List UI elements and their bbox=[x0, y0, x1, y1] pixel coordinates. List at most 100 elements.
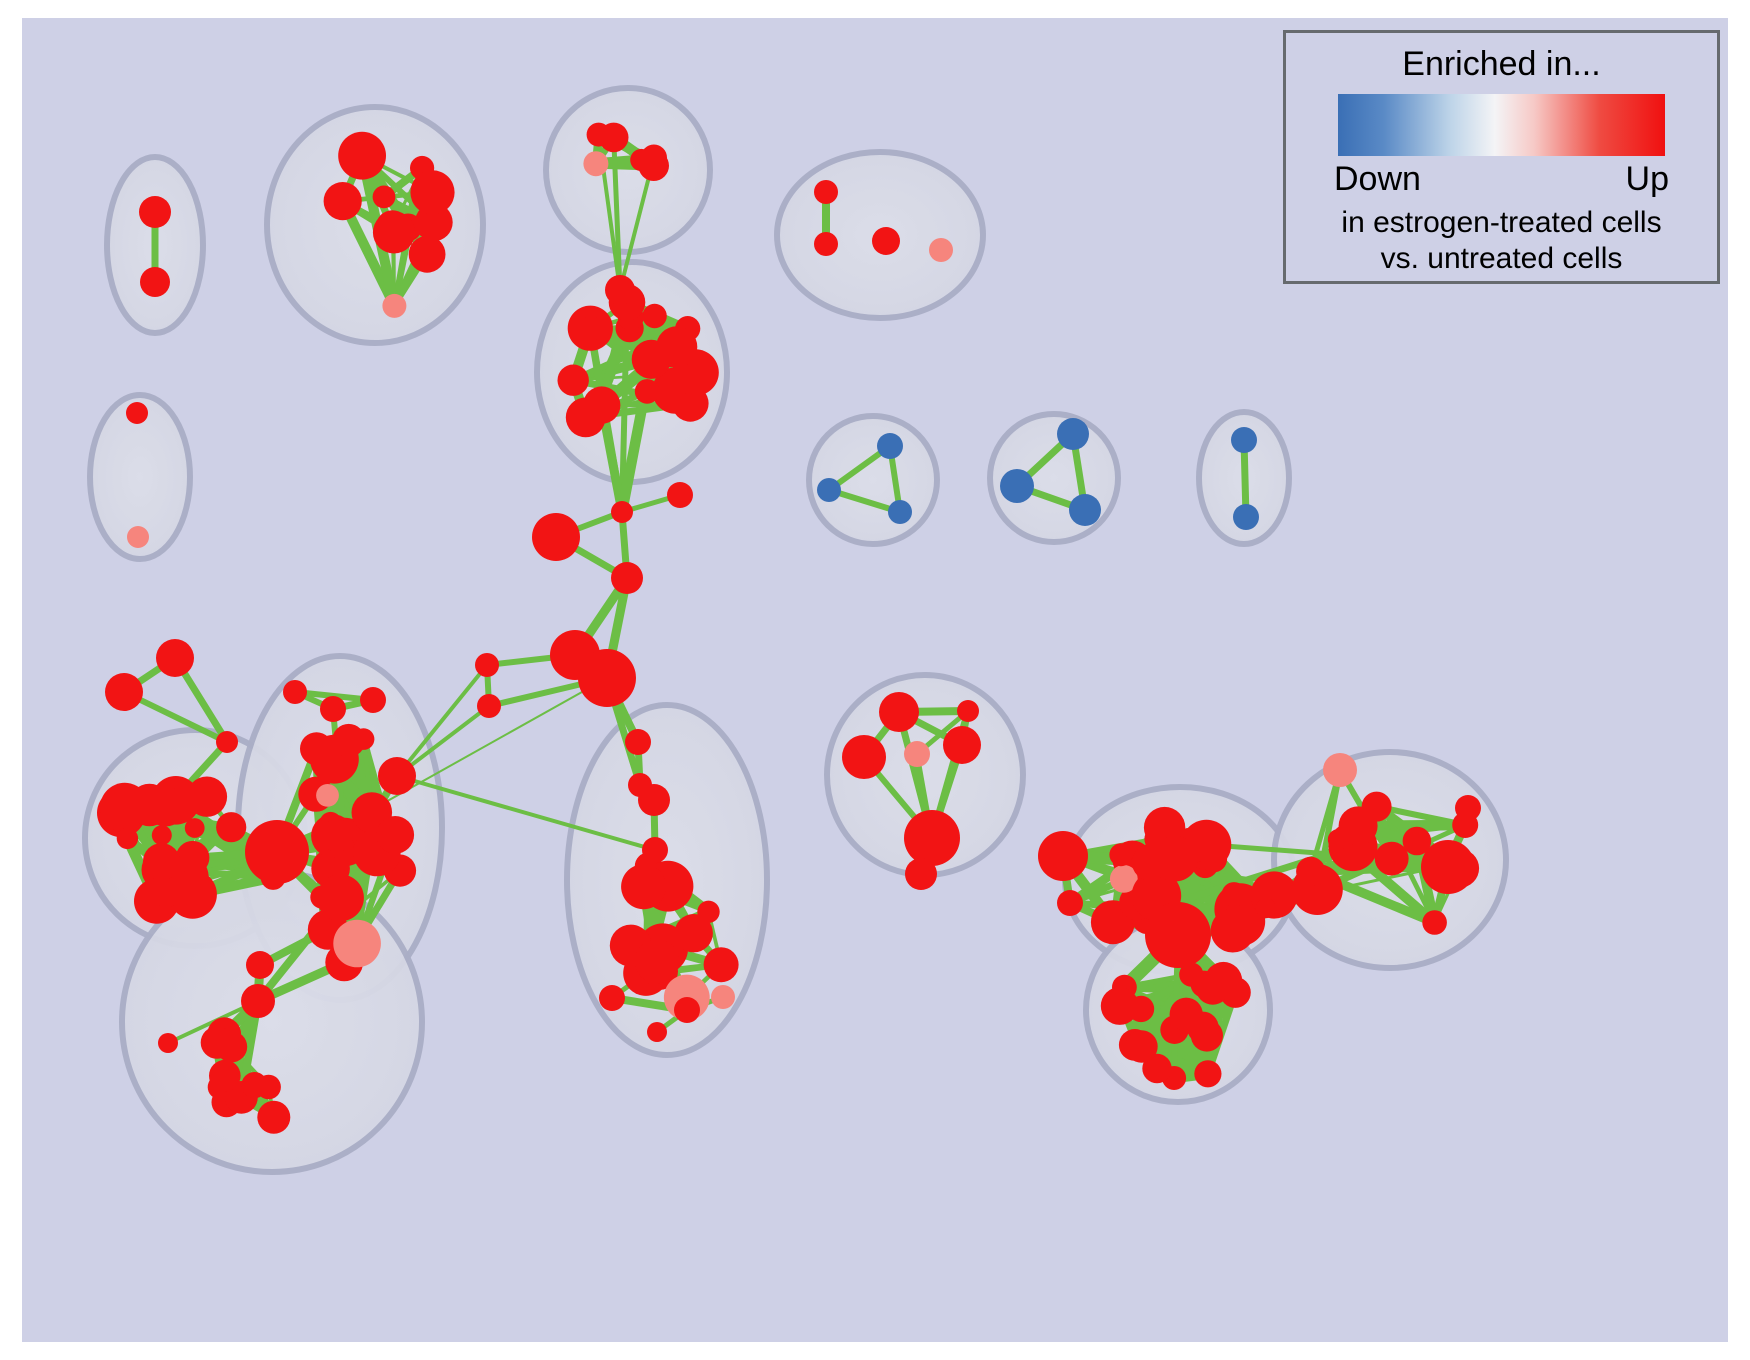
network-edge bbox=[395, 774, 657, 852]
network-node bbox=[634, 379, 660, 404]
network-node bbox=[283, 680, 307, 704]
network-node bbox=[872, 227, 900, 255]
network-edge bbox=[826, 487, 903, 515]
network-node bbox=[532, 513, 580, 561]
network-node bbox=[1109, 843, 1133, 867]
network-node bbox=[1152, 835, 1198, 882]
network-node bbox=[323, 182, 362, 221]
cluster-ellipse-protein-sorting bbox=[543, 85, 713, 255]
legend-down-label: Down bbox=[1334, 160, 1421, 198]
network-node bbox=[1455, 795, 1481, 821]
network-edge bbox=[395, 663, 489, 778]
network-node bbox=[638, 784, 670, 816]
network-node bbox=[175, 840, 210, 875]
network-node bbox=[382, 293, 407, 318]
network-node bbox=[372, 211, 416, 254]
network-node bbox=[634, 939, 680, 984]
network-node bbox=[1221, 882, 1247, 907]
network-node bbox=[372, 185, 396, 209]
network-node bbox=[1069, 494, 1101, 526]
network-edge bbox=[611, 134, 623, 293]
network-node bbox=[142, 843, 181, 881]
network-node bbox=[241, 984, 275, 1018]
network-node bbox=[245, 820, 309, 884]
legend-endpoints: Down Up bbox=[1334, 160, 1669, 199]
legend-subtitle-1: in estrogen-treated cells bbox=[1341, 206, 1662, 239]
network-node bbox=[642, 837, 668, 863]
network-node bbox=[1125, 1030, 1158, 1063]
network-node bbox=[904, 741, 930, 767]
network-node bbox=[150, 874, 183, 908]
network-node bbox=[605, 275, 635, 305]
network-node bbox=[599, 985, 625, 1011]
network-node bbox=[1145, 902, 1211, 968]
network-node bbox=[583, 151, 609, 177]
network-node bbox=[1204, 961, 1243, 1000]
network-node bbox=[378, 757, 416, 795]
network-node bbox=[475, 653, 499, 677]
network-edge bbox=[395, 704, 491, 778]
network-node bbox=[583, 386, 621, 424]
network-node bbox=[209, 1059, 241, 1092]
network-node bbox=[1194, 1060, 1222, 1088]
legend-colorbar bbox=[1338, 94, 1665, 156]
network-node bbox=[656, 326, 698, 368]
network-node bbox=[168, 870, 217, 919]
network-node bbox=[1038, 831, 1088, 881]
network-node bbox=[1179, 962, 1204, 987]
network-node bbox=[333, 919, 381, 968]
network-node bbox=[611, 562, 643, 594]
network-edge bbox=[292, 689, 376, 703]
network-node bbox=[640, 144, 668, 171]
network-node bbox=[320, 696, 346, 722]
network-node bbox=[711, 985, 735, 1009]
network-nodes bbox=[97, 122, 1481, 1134]
network-node bbox=[1100, 987, 1139, 1025]
network-node bbox=[625, 729, 651, 755]
network-node bbox=[586, 122, 611, 147]
network-node bbox=[929, 238, 953, 262]
network-node bbox=[1000, 469, 1034, 503]
network-node bbox=[1057, 890, 1083, 916]
network-node bbox=[105, 673, 143, 711]
network-node bbox=[360, 687, 386, 713]
network-node bbox=[943, 726, 981, 764]
network-node bbox=[814, 232, 838, 256]
network-node bbox=[1190, 1019, 1223, 1052]
cluster-ellipse-nucleotide-metabolism bbox=[87, 392, 193, 562]
network-node bbox=[578, 316, 604, 341]
network-node bbox=[1296, 856, 1326, 887]
network-node bbox=[879, 692, 919, 732]
network-edge bbox=[121, 689, 230, 745]
network-node bbox=[1210, 908, 1255, 953]
network-node bbox=[877, 433, 903, 459]
network-node bbox=[1402, 826, 1432, 856]
network-node bbox=[1421, 840, 1475, 894]
network-node bbox=[316, 874, 364, 922]
legend-box: Enriched in... Down Up in estrogen-treat… bbox=[1283, 30, 1720, 284]
network-node bbox=[338, 131, 386, 180]
network-node bbox=[1323, 753, 1357, 787]
network-node bbox=[1374, 841, 1409, 876]
network-node bbox=[156, 639, 194, 677]
network-node bbox=[316, 784, 339, 807]
network-node bbox=[257, 1100, 291, 1134]
network-node bbox=[158, 1033, 178, 1053]
network-node bbox=[674, 997, 700, 1023]
network-node bbox=[1142, 1053, 1172, 1084]
network-node bbox=[642, 303, 667, 329]
network-node bbox=[200, 1026, 234, 1059]
network-node bbox=[332, 723, 366, 758]
network-node bbox=[904, 810, 960, 866]
legend-subtitle-2: vs. untreated cells bbox=[1380, 242, 1623, 275]
network-node bbox=[842, 735, 886, 779]
network-node bbox=[1109, 865, 1138, 893]
network-node bbox=[246, 951, 274, 979]
network-node bbox=[647, 1022, 667, 1042]
network-node bbox=[888, 500, 912, 524]
network-node bbox=[557, 364, 589, 396]
network-node bbox=[814, 180, 838, 204]
network-node bbox=[410, 170, 455, 215]
network-node bbox=[139, 196, 171, 228]
